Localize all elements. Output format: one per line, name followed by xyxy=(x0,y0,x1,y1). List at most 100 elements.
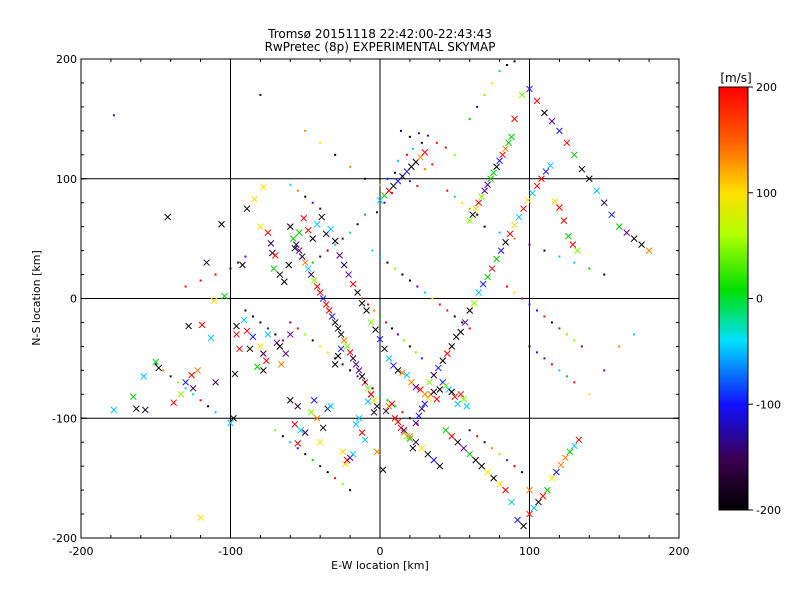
data-point-x xyxy=(551,198,559,205)
data-point-dot xyxy=(326,471,329,474)
y-axis-ticks: -200 -100 0 100 200 xyxy=(52,53,679,545)
data-point-dot xyxy=(498,69,501,72)
colorbar-ticks: 200 100 0 -100 -200 xyxy=(748,81,781,517)
data-point-x xyxy=(301,429,309,436)
data-point-x xyxy=(478,462,486,470)
data-point-x xyxy=(638,241,645,248)
data-point-x xyxy=(319,295,327,302)
x-axis-label: E-W location [km] xyxy=(331,559,429,572)
data-point-x xyxy=(530,504,538,512)
data-point-x xyxy=(451,393,459,401)
data-point-dot xyxy=(528,303,531,306)
data-point-x xyxy=(415,412,423,420)
data-point-dot xyxy=(361,297,364,300)
data-point-x xyxy=(511,115,518,123)
data-point-dot xyxy=(558,255,561,258)
data-point-dot xyxy=(177,381,180,384)
data-point-x xyxy=(490,169,497,177)
data-point-x xyxy=(271,252,279,259)
data-point-dot xyxy=(214,411,217,414)
data-point-x xyxy=(600,199,608,207)
data-point-x xyxy=(304,226,312,234)
data-point-dot xyxy=(603,369,606,372)
colorbar-tick-label: -100 xyxy=(756,398,781,411)
data-point-x xyxy=(544,486,551,494)
data-point-dot xyxy=(379,183,381,186)
data-point-x xyxy=(548,117,556,125)
data-point-x xyxy=(506,230,514,238)
data-point-dot xyxy=(390,192,393,195)
data-points xyxy=(110,60,653,530)
data-point-dot xyxy=(199,399,202,402)
data-point-x xyxy=(497,247,505,254)
data-point-dot xyxy=(506,63,509,66)
data-point-x xyxy=(189,384,197,392)
data-point-dot xyxy=(341,363,344,366)
x-tick-label: 0 xyxy=(377,545,384,558)
data-point-dot xyxy=(420,357,423,360)
data-point-dot xyxy=(384,321,387,324)
data-point-x xyxy=(294,402,302,410)
data-point-x xyxy=(110,406,118,414)
data-point-dot xyxy=(386,399,389,402)
data-point-x xyxy=(548,474,556,482)
data-point-x xyxy=(203,259,210,266)
data-point-dot xyxy=(289,441,292,444)
data-point-x xyxy=(364,384,372,392)
data-point-x xyxy=(310,277,318,284)
data-point-x xyxy=(361,436,369,444)
data-point-dot xyxy=(274,429,277,432)
data-point-x xyxy=(505,139,512,147)
data-point-x xyxy=(331,237,339,245)
data-point-x xyxy=(307,271,315,278)
data-point-dot xyxy=(435,141,438,144)
data-point-dot xyxy=(383,201,386,204)
data-point-x xyxy=(282,350,290,357)
data-point-x xyxy=(556,204,563,211)
data-point-dot xyxy=(162,369,165,372)
data-point-dot xyxy=(416,285,419,288)
data-point-x xyxy=(170,399,178,407)
data-point-x xyxy=(313,220,321,228)
colorbar-tick-label: 200 xyxy=(756,81,777,94)
data-point-x xyxy=(382,407,390,415)
data-point-dot xyxy=(550,321,553,324)
data-point-dot xyxy=(364,213,367,216)
data-point-x xyxy=(354,289,361,296)
data-point-dot xyxy=(558,327,561,330)
data-point-x xyxy=(472,456,480,464)
data-point-x xyxy=(421,400,429,408)
data-point-x xyxy=(472,205,480,213)
data-point-x xyxy=(349,355,357,362)
data-point-x xyxy=(280,278,288,286)
data-point-dot xyxy=(393,267,396,270)
data-point-x xyxy=(316,289,324,296)
data-point-x xyxy=(499,151,506,159)
data-point-x xyxy=(565,232,572,240)
data-point-x xyxy=(210,297,218,305)
data-point-x xyxy=(367,319,375,326)
data-point-x xyxy=(399,369,406,377)
data-point-dot xyxy=(311,261,314,264)
data-point-dot xyxy=(364,381,367,384)
data-point-x xyxy=(355,366,363,374)
data-point-dot xyxy=(476,213,479,216)
data-point-x xyxy=(292,241,300,248)
data-point-x xyxy=(418,405,426,413)
data-point-dot xyxy=(580,345,583,348)
data-point-x xyxy=(481,187,489,195)
data-point-x xyxy=(578,165,586,173)
data-point-x xyxy=(418,444,426,452)
chart-title: Tromsø 20151118 22:42:00-22:43:43 xyxy=(267,27,492,41)
colorbar: [m/s] 200 100 0 -100 -200 xyxy=(718,71,781,517)
data-point-x xyxy=(325,307,333,314)
data-point-dot xyxy=(112,114,115,117)
data-point-dot xyxy=(408,417,411,420)
data-point-x xyxy=(538,175,545,183)
data-point-x xyxy=(430,371,438,379)
data-point-x xyxy=(484,468,491,476)
data-point-dot xyxy=(367,303,370,306)
data-point-x xyxy=(291,244,299,252)
data-point-x xyxy=(331,319,339,326)
data-point-dot xyxy=(373,309,376,312)
